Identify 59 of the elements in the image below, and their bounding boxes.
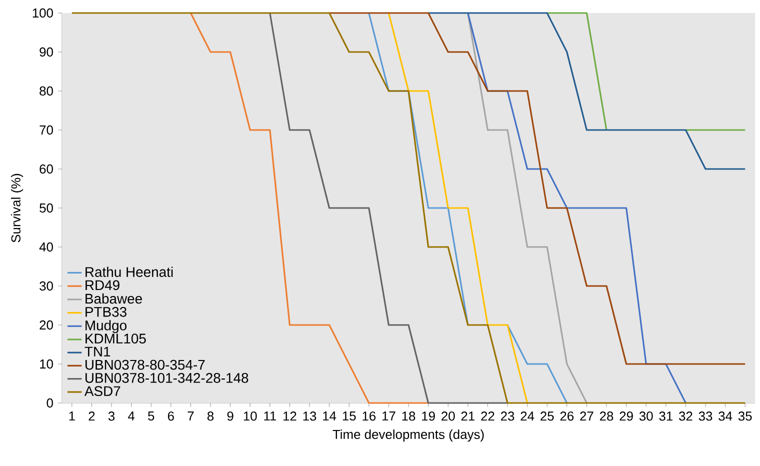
x-axis-title: Time developments (days) xyxy=(332,430,484,442)
x-tick-label: 24 xyxy=(520,412,534,421)
x-tick-label: 25 xyxy=(540,412,554,421)
legend-label: UBN0378-101-342-28-148 xyxy=(86,372,248,383)
x-tick-label: 22 xyxy=(481,412,494,421)
x-tick-label: 20 xyxy=(442,412,455,421)
legend-label: UBN0378-80-354-7 xyxy=(86,360,205,370)
x-tick-label: 29 xyxy=(620,412,633,421)
y-tick-label: 100 xyxy=(32,8,53,18)
x-tick-label: 6 xyxy=(168,412,174,421)
x-tick-label: 13 xyxy=(303,412,316,421)
x-tick-label: 4 xyxy=(128,412,135,420)
x-tick-label: 30 xyxy=(639,412,653,421)
y-tick-label: 70 xyxy=(40,125,53,135)
y-tick-label: 0 xyxy=(46,398,53,408)
x-tick-label: 28 xyxy=(600,412,614,421)
x-tick-label: 17 xyxy=(382,412,396,420)
x-tick-label: 10 xyxy=(244,412,257,421)
x-tick-label: 5 xyxy=(148,412,154,421)
x-tick-label: 31 xyxy=(659,412,672,421)
legend-label: Mudgo xyxy=(86,320,126,334)
y-tick-label: 90 xyxy=(40,47,53,57)
x-tick-label: 12 xyxy=(283,412,296,421)
x-tick-label: 14 xyxy=(323,412,336,420)
legend-label: KDML105 xyxy=(86,334,146,344)
y-axis-title: Survival (%) xyxy=(10,174,24,242)
x-tick-label: 32 xyxy=(679,412,692,421)
x-tick-label: 26 xyxy=(560,412,574,421)
legend-label: Babawee xyxy=(86,293,142,304)
x-tick-label: 11 xyxy=(264,412,276,420)
x-tick-label: 8 xyxy=(207,412,214,421)
y-tick-label: 50 xyxy=(40,203,53,213)
line-series xyxy=(388,12,528,404)
x-tick-label: 1 xyxy=(69,412,75,420)
y-tick-label: 10 xyxy=(40,359,53,369)
legend-label: PTB33 xyxy=(86,306,126,317)
x-tick-label: 34 xyxy=(718,412,732,421)
x-tick-label: 3 xyxy=(108,412,115,421)
x-tick-label: 33 xyxy=(698,412,712,421)
x-tick-label: 35 xyxy=(738,412,752,421)
legend-label: ASD7 xyxy=(84,386,120,396)
x-tick-label: 19 xyxy=(422,412,435,421)
y-tick-label: 60 xyxy=(40,164,53,174)
y-tick-label: 20 xyxy=(40,320,53,330)
x-tick-label: 15 xyxy=(342,412,356,421)
legend-label: RD49 xyxy=(86,280,120,290)
x-tick-label: 27 xyxy=(580,412,594,421)
x-tick-label: 7 xyxy=(188,412,194,420)
legend-label: TN1 xyxy=(84,346,110,356)
x-tick-label: 16 xyxy=(362,412,376,421)
x-tick-label: 18 xyxy=(402,412,416,421)
x-tick-label: 21 xyxy=(461,412,474,421)
y-tick-label: 40 xyxy=(39,242,53,252)
y-tick-label: 80 xyxy=(40,86,53,96)
y-tick-label: 30 xyxy=(40,281,53,291)
x-tick-label: 23 xyxy=(500,412,514,421)
x-tick-label: 2 xyxy=(88,412,95,421)
x-tick-label: 9 xyxy=(227,412,234,421)
legend-label: Rathu Heenati xyxy=(86,266,173,277)
